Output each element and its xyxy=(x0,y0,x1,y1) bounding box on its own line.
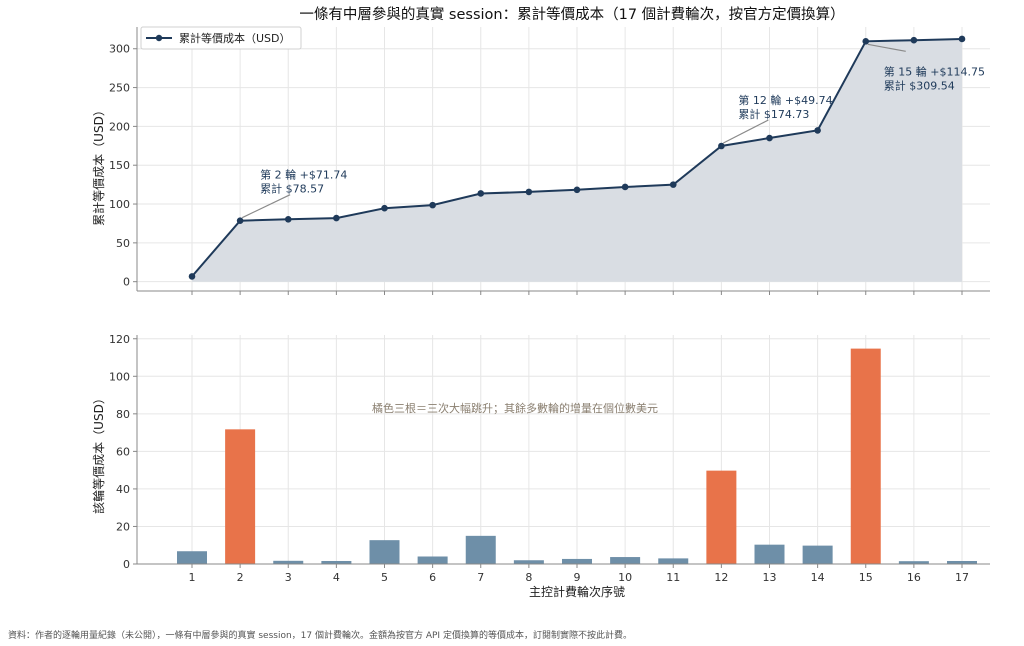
bottom-x-tick-label: 15 xyxy=(859,571,873,584)
annotation-label: 累計 $78.57 xyxy=(260,182,324,196)
top-axes: 0 50 100 150 200 250 300 xyxy=(109,27,990,295)
top-y-tick-label: 50 xyxy=(116,237,130,250)
annotation-arrow xyxy=(867,43,906,52)
bar xyxy=(610,557,641,564)
bottom-x-tick-label: 4 xyxy=(333,571,340,584)
bar xyxy=(802,545,833,564)
bottom-x-tick-label: 2 xyxy=(237,571,244,584)
bar-highlight xyxy=(706,470,737,564)
bar xyxy=(898,561,929,564)
top-y-axis-label: 累計等價成本（USD） xyxy=(91,104,106,226)
bottom-x-tick-label: 5 xyxy=(381,571,388,584)
bottom-x-tick-label: 11 xyxy=(666,571,680,584)
per-round-bars xyxy=(177,348,977,564)
bottom-x-axis-label: 主控計費輪次序號 xyxy=(529,584,625,599)
cumulative-point xyxy=(477,190,485,197)
annotation-label: 第 12 輪 +$49.74 xyxy=(738,93,832,107)
bottom-y-tick-label: 40 xyxy=(116,483,130,496)
legend-label: 累計等價成本（USD） xyxy=(179,31,291,45)
bar xyxy=(658,558,689,564)
bottom-x-tick-label: 10 xyxy=(618,571,632,584)
cumulative-point xyxy=(766,134,773,142)
top-y-tick-label: 250 xyxy=(109,82,130,95)
cumulative-points xyxy=(188,35,966,280)
cumulative-point xyxy=(958,35,966,43)
bottom-grid xyxy=(137,335,990,565)
cumulative-area xyxy=(192,39,962,282)
cumulative-point xyxy=(621,183,629,191)
cumulative-point xyxy=(910,36,918,44)
bottom-y-tick-label: 100 xyxy=(109,370,130,383)
bar-highlight xyxy=(850,348,881,564)
cumulative-point xyxy=(429,201,436,209)
cumulative-point xyxy=(718,142,725,150)
bottom-x-tick-label: 8 xyxy=(525,571,532,584)
bar-highlight xyxy=(225,429,256,564)
bottom-x-tick-label: 12 xyxy=(714,571,728,584)
top-y-tick-label: 0 xyxy=(123,276,130,289)
bottom-x-tick-label: 16 xyxy=(907,571,921,584)
cumulative-point xyxy=(669,181,677,188)
cumulative-point xyxy=(284,216,292,223)
bar xyxy=(513,560,544,564)
bar xyxy=(562,558,592,564)
bottom-x-tick-label: 7 xyxy=(477,571,484,584)
cumulative-point xyxy=(573,186,581,194)
bottom-x-tick-label: 1 xyxy=(189,571,196,584)
annotation-label: 第 15 輪 +$114.75 xyxy=(884,64,985,78)
legend-box xyxy=(140,26,302,50)
cumulative-point xyxy=(814,127,821,134)
bar xyxy=(369,540,400,564)
cumulative-point xyxy=(381,204,388,212)
bar xyxy=(273,560,304,564)
annotation-label: 累計 $174.73 xyxy=(738,107,809,121)
bottom-y-tick-label: 80 xyxy=(116,408,130,421)
legend-marker xyxy=(155,34,163,42)
cumulative-point xyxy=(236,217,244,224)
cumulative-point xyxy=(525,188,533,196)
annotation-label: 第 2 輪 +$71.74 xyxy=(260,168,347,182)
bottom-y-tick-label: 20 xyxy=(116,520,130,533)
top-y-tick-label: 150 xyxy=(109,159,130,172)
bottom-x-tick-label: 3 xyxy=(285,571,292,584)
cumulative-point xyxy=(333,214,340,222)
bottom-y-tick-label: 120 xyxy=(109,333,130,346)
bar xyxy=(947,560,977,564)
bottom-x-tick-label: 9 xyxy=(574,571,581,584)
cumulative-point xyxy=(862,38,870,45)
bottom-x-tick-label: 17 xyxy=(955,571,969,584)
bottom-y-axis-label: 該輪等價成本（USD） xyxy=(91,392,106,514)
figure-title: 一條有中層參與的真實 session：累計等價成本（17 個計費輪次，按官方定價… xyxy=(299,5,844,23)
bottom-x-tick-label: 13 xyxy=(763,571,777,584)
bar xyxy=(417,556,448,564)
bottom-x-tick-label: 6 xyxy=(429,571,436,584)
top-y-tick-label: 100 xyxy=(109,198,130,211)
bar xyxy=(321,560,352,564)
cumulative-point xyxy=(188,273,196,280)
top-y-tick-label: 200 xyxy=(109,120,130,133)
bar xyxy=(177,551,207,564)
bar xyxy=(754,544,785,564)
bottom-y-tick-label: 60 xyxy=(116,445,130,458)
top-y-tick-label: 300 xyxy=(109,43,130,56)
annotation-arrow xyxy=(241,194,291,219)
highlight-note: 橘色三根＝三次大幅跳升；其餘多數輪的增量在個位數美元 xyxy=(372,401,658,415)
bar xyxy=(465,535,496,564)
annotation-arrow xyxy=(723,119,769,144)
legend: 累計等價成本（USD） xyxy=(140,26,302,50)
source-note: 資料：作者的逐輪用量紀錄（未公開），一條有中層參與的真實 session，17 … xyxy=(8,631,632,641)
bottom-y-tick-label: 0 xyxy=(123,558,130,571)
annotation-label: 累計 $309.54 xyxy=(884,78,955,92)
bottom-x-tick-label: 14 xyxy=(811,571,825,584)
